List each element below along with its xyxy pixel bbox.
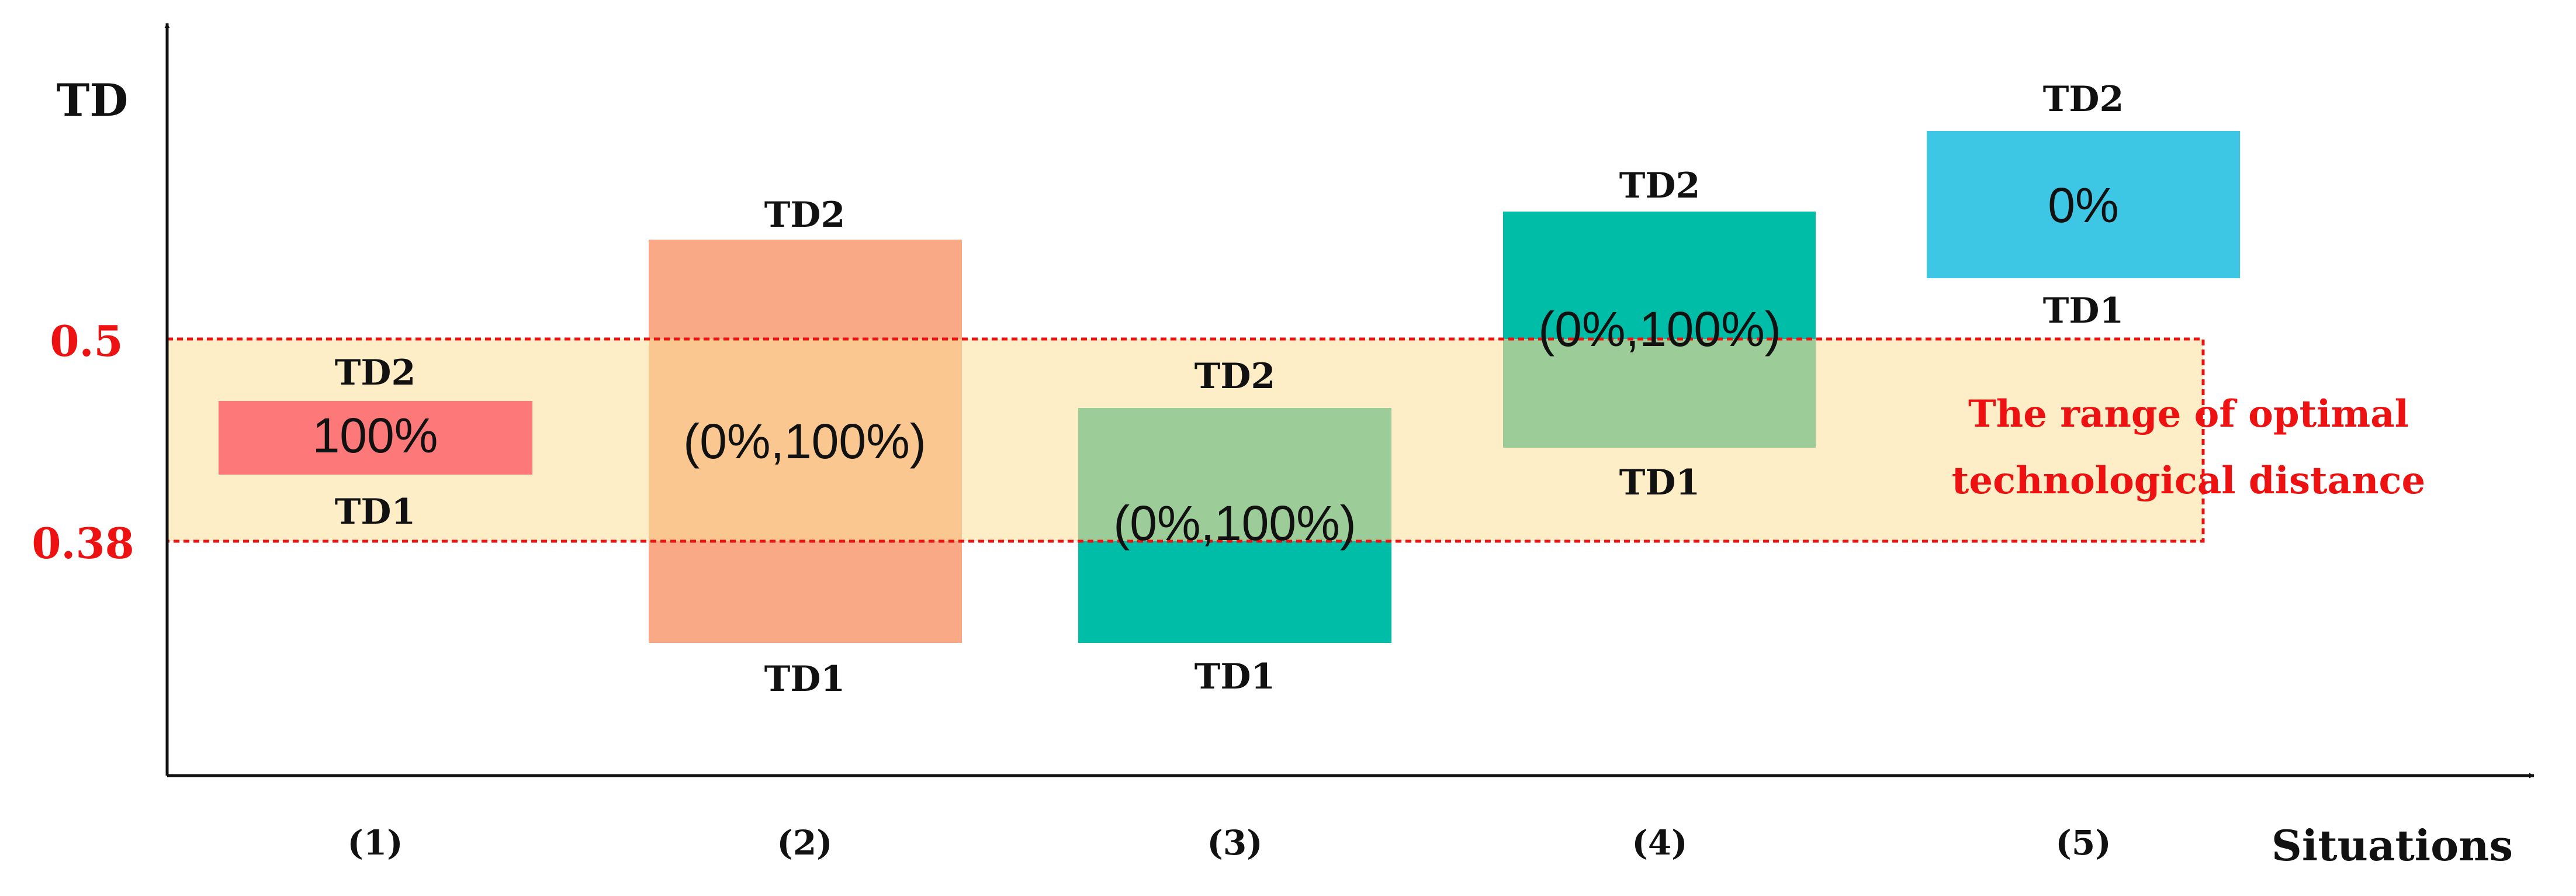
situation-3-id: (3) [1207, 823, 1262, 863]
situation-1-td1-label: TD1 [335, 492, 416, 532]
situation-4-box-upper [1503, 212, 1816, 339]
situation-4-box-lower [1503, 339, 1816, 448]
situation-5-td1-label: TD1 [2043, 290, 2124, 331]
situation-1-td2-label: TD2 [335, 352, 416, 393]
situation-4-value: (0%,100%) [1538, 302, 1781, 357]
situation-2-value: (0%,100%) [683, 414, 926, 469]
situation-4-id: (4) [1632, 823, 1687, 863]
situation-2-td1-label: TD1 [764, 659, 845, 700]
situation-4-td1-label: TD1 [1619, 462, 1700, 503]
situation-5-value: 0% [2048, 178, 2118, 233]
situation-4-td2-label: TD2 [1619, 165, 1700, 206]
situation-5-id: (5) [2055, 823, 2111, 863]
y-mark-upper: 0.5 [50, 316, 123, 366]
situation-3-box-lower [1078, 541, 1391, 643]
situation-1-value: 100% [313, 408, 438, 463]
situation-5-td2-label: TD2 [2043, 79, 2124, 120]
optimal-range-label-line1: The range of optimal [1968, 392, 2409, 436]
optimal-range-label-line2: technological distance [1952, 459, 2425, 503]
situation-3-box-upper [1078, 408, 1391, 541]
situation-1-box [219, 401, 532, 475]
situation-3-td2-label: TD2 [1194, 356, 1275, 397]
situation-3-td1-label: TD1 [1194, 656, 1275, 697]
situation-2-overlap-region [649, 339, 962, 541]
x-axis-title: Situations [2272, 821, 2513, 870]
situation-2-td2-label: TD2 [764, 195, 845, 236]
y-axis-title: TD [57, 74, 128, 126]
situation-1-id: (1) [347, 823, 403, 863]
situation-5-box [1927, 131, 2240, 278]
y-mark-lower: 0.38 [32, 518, 134, 568]
situation-2-id: (2) [777, 823, 832, 863]
situation-3-value: (0%,100%) [1113, 496, 1356, 551]
